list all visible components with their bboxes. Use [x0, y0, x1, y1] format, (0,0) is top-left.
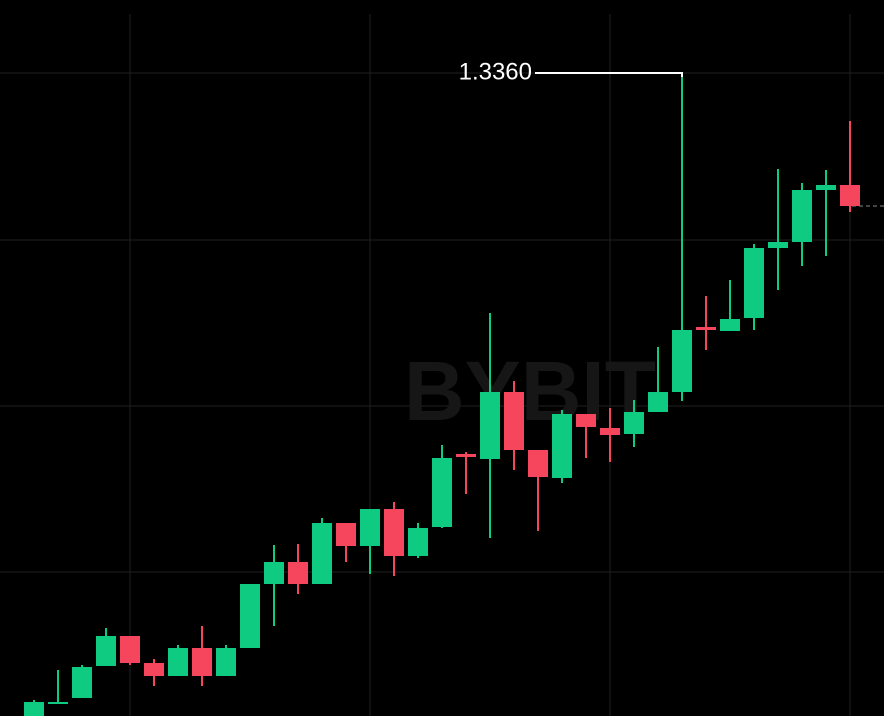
candle-body — [408, 528, 428, 556]
candle-body — [168, 648, 188, 676]
annotation-label: 1.3360 — [459, 58, 532, 85]
candle-body — [360, 509, 380, 546]
candle-body — [192, 648, 212, 676]
candle-body — [384, 509, 404, 556]
candle-body — [744, 248, 764, 318]
candle-body — [696, 327, 716, 330]
candle-body — [264, 562, 284, 584]
candle-body — [24, 702, 44, 716]
candle-body — [720, 319, 740, 331]
candle-body — [120, 636, 140, 663]
candle-body — [336, 523, 356, 546]
candle-body — [648, 392, 668, 412]
candle-body — [480, 392, 500, 459]
candle-body — [216, 648, 236, 676]
candle-body — [552, 414, 572, 478]
candle-body — [48, 702, 68, 704]
candle-body — [840, 185, 860, 206]
watermark: BYBIT — [404, 344, 656, 438]
candle-body — [816, 185, 836, 190]
candle-body — [72, 667, 92, 698]
candle-body — [96, 636, 116, 666]
candle-body — [240, 584, 260, 648]
candle-body — [504, 392, 524, 450]
candle-body — [144, 663, 164, 676]
candle-body — [432, 458, 452, 527]
candle-body — [312, 523, 332, 584]
candle-body — [600, 428, 620, 435]
candle-body — [576, 414, 596, 427]
candle-body — [456, 454, 476, 457]
candle-body — [768, 242, 788, 248]
candle-body — [672, 330, 692, 392]
candle-body — [624, 412, 644, 434]
annotation-line — [535, 72, 683, 77]
candle-body — [288, 562, 308, 584]
candle-body — [528, 450, 548, 477]
candle-body — [792, 190, 812, 242]
